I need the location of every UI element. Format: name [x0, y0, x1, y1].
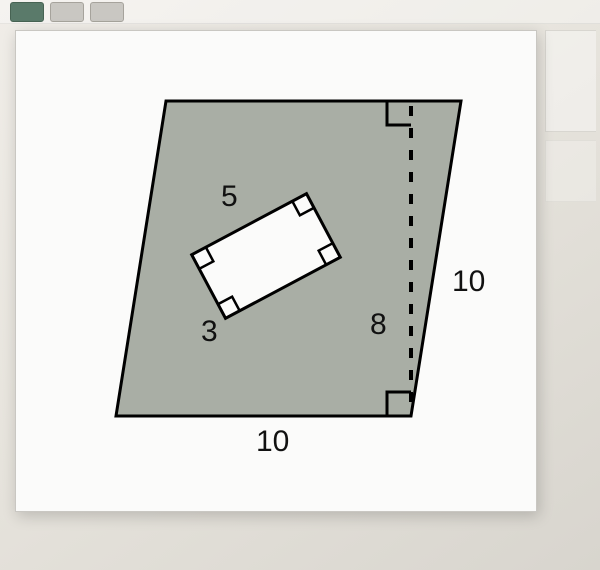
label-side-right: 10: [452, 265, 485, 298]
figure-card: 5 3 8 10 10: [15, 30, 537, 512]
toolbar: [0, 0, 600, 24]
label-height: 8: [370, 308, 387, 341]
label-side-bottom: 10: [256, 425, 289, 458]
tool-button[interactable]: [50, 2, 84, 22]
label-inner-long-side: 5: [221, 180, 238, 213]
side-panel: [545, 30, 596, 132]
tool-button[interactable]: [90, 2, 124, 22]
label-inner-short-side: 3: [201, 315, 218, 348]
geometry-diagram: 5 3 8 10 10: [16, 31, 536, 511]
tool-button[interactable]: [10, 2, 44, 22]
side-panel-secondary: [545, 140, 596, 202]
